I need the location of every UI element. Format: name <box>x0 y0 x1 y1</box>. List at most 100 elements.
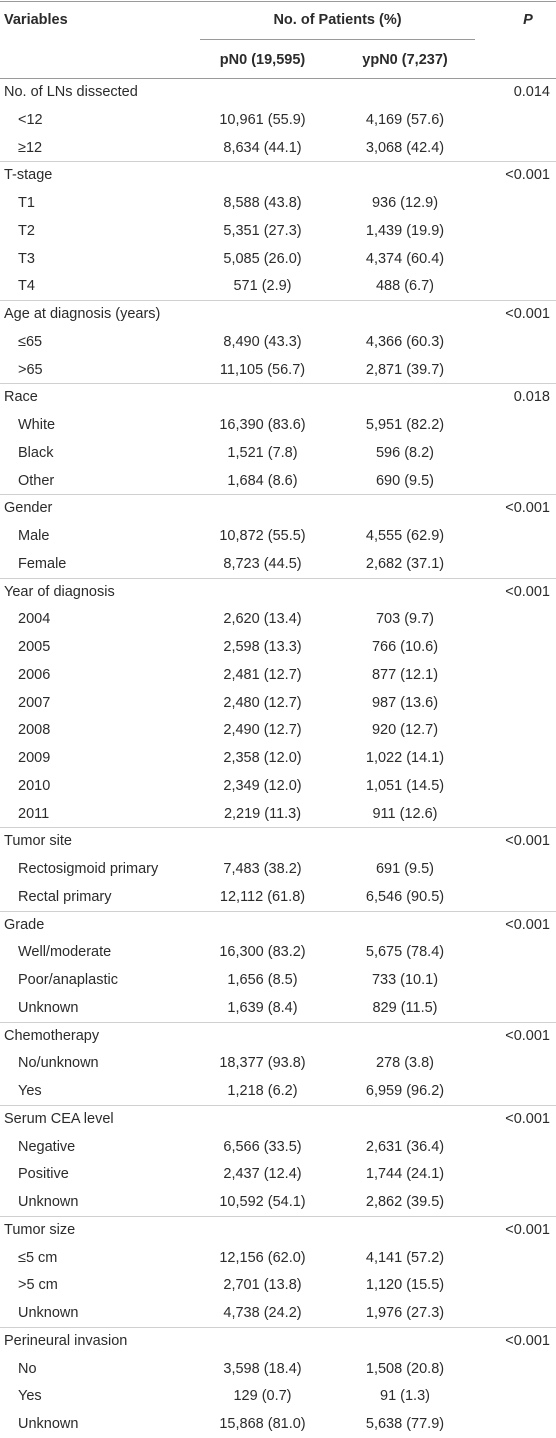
row-label: Female <box>18 555 67 572</box>
col1-value: 2,481 (12.7) <box>223 666 302 683</box>
col2-value: 6,546 (90.5) <box>365 888 445 905</box>
row-label: Black <box>18 444 54 461</box>
row-label: Rectal primary <box>18 888 112 905</box>
row-label: Male <box>18 528 50 544</box>
col1-value: 10,592 (54.1) <box>219 1194 306 1210</box>
group-label: Gender <box>4 500 53 517</box>
group-label: Serum CEA level <box>4 1110 114 1127</box>
col1-value: 2,490 (12.7) <box>223 722 302 739</box>
row-label: 2009 <box>18 750 51 766</box>
col1-value: 15,868 (81.0) <box>219 1416 306 1432</box>
group-separator <box>0 1215 556 1217</box>
row-label: Other <box>18 472 55 489</box>
row-label: 2008 <box>18 722 51 739</box>
row-label: T4 <box>18 278 35 295</box>
group-separator <box>0 300 556 301</box>
row-label: 2011 <box>18 805 50 822</box>
group-rule <box>200 39 475 40</box>
col2-value: 733 (10.1) <box>371 972 439 988</box>
col2-value: 2,682 (37.1) <box>365 555 445 572</box>
row-label: 2010 <box>18 777 51 794</box>
col2-value: 690 (9.5) <box>375 472 435 489</box>
col1-value: 5,351 (27.3) <box>223 222 302 239</box>
row-label: White <box>18 417 56 433</box>
row-label: Well/moderate <box>18 944 112 961</box>
col1-value: 2,358 (12.0) <box>223 750 302 766</box>
col1-value: 8,634 (44.1) <box>223 139 302 156</box>
col1-value: 5,085 (26.0) <box>223 250 302 267</box>
col2-value: 4,141 (57.2) <box>365 1249 445 1266</box>
col2-value: 488 (6.7) <box>375 278 435 295</box>
group-label: Perineural invasion <box>4 1332 128 1349</box>
col1-value: 12,112 (61.8) <box>219 888 306 905</box>
row-label: 2005 <box>18 639 51 655</box>
group-separator <box>0 1326 556 1328</box>
row-label: Unknown <box>18 1194 79 1210</box>
col1-value: 2,349 (12.0) <box>223 777 302 794</box>
group-label: Tumor size <box>4 1221 76 1238</box>
col1-value: 11,105 (56.7) <box>219 361 306 378</box>
col1-value: 1,656 (8.5) <box>227 972 298 988</box>
group-label: No. of LNs dissected <box>4 84 138 100</box>
col2-value: 4,374 (60.4) <box>365 250 445 267</box>
col1-value: 2,620 (13.4) <box>223 611 302 628</box>
row-label: 2004 <box>18 611 51 628</box>
row-label: Rectosigmoid primary <box>18 861 159 877</box>
col1-value: 2,480 (12.7) <box>223 694 302 711</box>
row-label: Poor/anaplastic <box>18 972 118 988</box>
header-rule <box>0 78 556 79</box>
col2-value: 2,631 (36.4) <box>365 1138 445 1155</box>
col1-value: 1,521 (7.8) <box>227 444 298 461</box>
col2-value: 2,871 (39.7) <box>365 361 445 378</box>
group-separator <box>0 827 556 829</box>
col1-value: 8,588 (43.8) <box>223 195 302 211</box>
col1-value: 1,218 (6.2) <box>227 1083 298 1099</box>
col2-value: 691 (9.5) <box>375 861 435 877</box>
col1-value: 12,156 (62.0) <box>219 1249 306 1266</box>
header-p: P <box>523 12 533 28</box>
col2-value: 4,555 (62.9) <box>365 528 445 544</box>
row-label: T3 <box>18 250 35 267</box>
p-value: <0.001 <box>505 1221 550 1238</box>
col2-value: 5,951 (82.2) <box>365 417 445 433</box>
col2-value: 920 (12.7) <box>371 722 439 739</box>
group-label: Grade <box>4 916 45 933</box>
col2-value: 1,120 (15.5) <box>365 1277 445 1294</box>
p-value: <0.001 <box>505 167 550 184</box>
p-value: 0.014 <box>513 84 550 100</box>
col2-value: 877 (12.1) <box>371 666 439 683</box>
col1-value: 3,598 (18.4) <box>223 1360 302 1377</box>
header-group: No. of Patients (%) <box>273 12 402 28</box>
col2-value: 596 (8.2) <box>375 444 435 461</box>
row-label: 2006 <box>18 666 51 683</box>
row-label: ≤5 cm <box>18 1249 58 1266</box>
row-label: Positive <box>18 1166 69 1183</box>
row-label: Negative <box>18 1138 76 1155</box>
p-value: <0.001 <box>505 583 550 600</box>
col2-value: 91 (1.3) <box>380 1388 430 1405</box>
header-variables: Variables <box>4 12 68 28</box>
col1-value: 2,598 (13.3) <box>223 639 302 655</box>
col1-value: 10,961 (55.9) <box>219 111 306 128</box>
row-label: Unknown <box>18 999 79 1016</box>
header-col1: pN0 (19,595) <box>219 52 306 68</box>
row-label: No <box>18 1360 37 1377</box>
row-label: <12 <box>18 111 43 128</box>
row-label: Unknown <box>18 1416 79 1432</box>
p-value: <0.001 <box>505 500 550 517</box>
group-label: Age at diagnosis (years) <box>4 306 161 322</box>
header-col2: ypN0 (7,237) <box>362 52 448 68</box>
row-label: ≤65 <box>18 333 43 350</box>
col2-value: 4,169 (57.6) <box>365 111 445 128</box>
group-label: Year of diagnosis <box>4 583 115 600</box>
group-separator <box>0 910 556 912</box>
col2-value: 278 (3.8) <box>375 1055 435 1072</box>
col2-value: 5,638 (77.9) <box>365 1416 445 1432</box>
group-label: Chemotherapy <box>4 1027 100 1044</box>
group-separator <box>0 577 556 579</box>
col1-value: 18,377 (93.8) <box>219 1055 306 1072</box>
row-label: ≥12 <box>18 139 43 156</box>
col2-value: 2,862 (39.5) <box>365 1194 445 1210</box>
col2-value: 766 (10.6) <box>371 639 439 655</box>
